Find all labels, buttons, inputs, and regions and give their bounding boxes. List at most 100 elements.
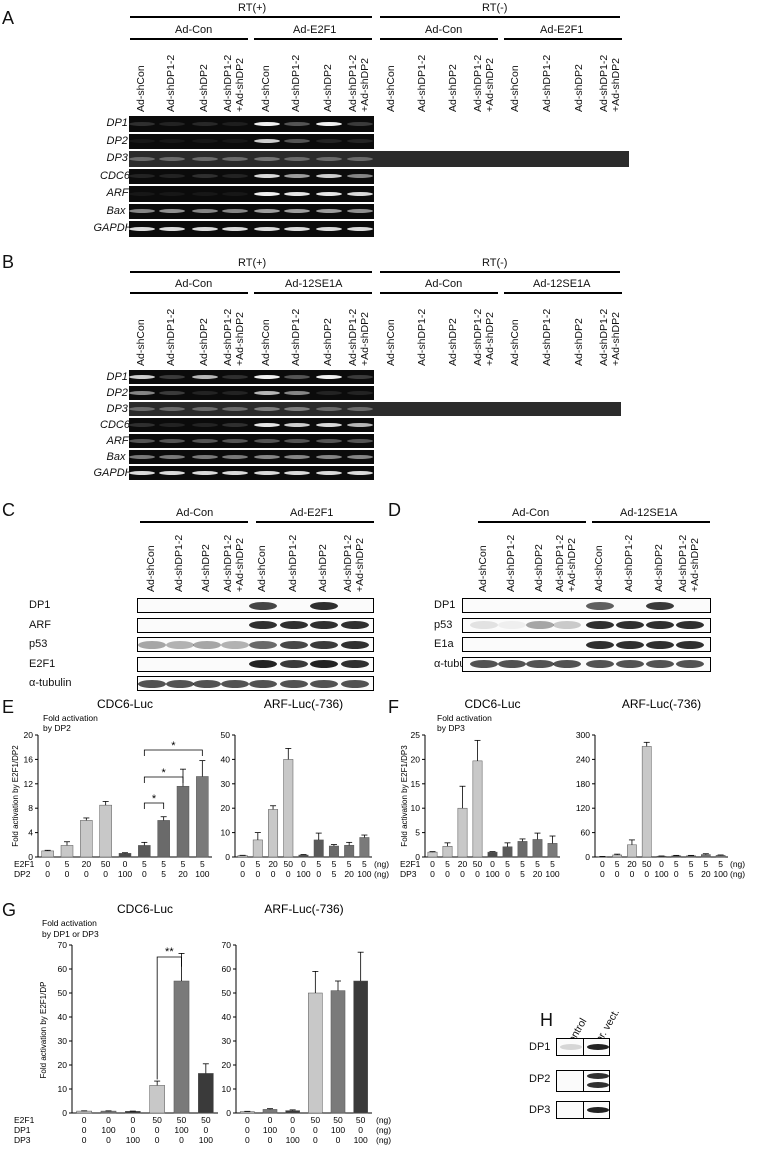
gene-label: DP1 [106, 117, 128, 129]
y-tick-label: 240 [576, 754, 590, 764]
gel-band [284, 139, 310, 144]
y-tick-label: 0 [226, 1108, 231, 1118]
gel-band [159, 407, 185, 411]
row-value: 0 [475, 869, 480, 879]
blot-band [310, 640, 338, 649]
gel-band [192, 226, 218, 231]
y-tick-label: 60 [222, 964, 232, 974]
group-line [504, 38, 622, 40]
gel-band [316, 121, 342, 126]
y-tick-label: 70 [58, 940, 68, 950]
y-tick-label: 0 [28, 852, 33, 862]
group-line [380, 38, 498, 40]
blot-band [470, 660, 498, 668]
y-axis-label: Fold activation by E2F1/DP3 [400, 745, 409, 847]
rt-neg-label: RT(-) [482, 257, 508, 269]
gel-band [254, 439, 280, 443]
rt-pos-label: RT(+) [238, 2, 267, 14]
y-axis-label: Fold activation by E2F1/DP [39, 982, 48, 1079]
gene-label: DP2 [106, 387, 128, 399]
blot-band [249, 660, 277, 668]
blot-band [586, 621, 614, 629]
gel-band [129, 391, 155, 395]
y-tick-label: 30 [221, 779, 231, 789]
row-value: 5 [255, 859, 260, 869]
sig-star: * [171, 740, 176, 752]
gel-band [129, 174, 155, 179]
row-value: 100 [485, 869, 499, 879]
blot-band [560, 1044, 582, 1050]
row-value: 5 [332, 859, 337, 869]
gel-band [347, 423, 373, 427]
group-line [254, 38, 372, 40]
gel-band [254, 471, 280, 475]
blot-band [676, 640, 704, 649]
gel-band [192, 471, 218, 475]
gene-label: DP3 [106, 152, 128, 164]
gel-band [222, 209, 248, 214]
row-value: 5 [347, 859, 352, 869]
blot-band [166, 679, 194, 688]
gel-band [159, 455, 185, 459]
y-tick-label: 20 [221, 803, 231, 813]
row-value: 0 [490, 859, 495, 869]
blot-divider [583, 1070, 584, 1092]
bar [328, 845, 339, 858]
group-line [592, 521, 710, 523]
blot-band [310, 621, 338, 629]
gel-band [159, 391, 185, 395]
gel-band [222, 139, 248, 144]
blot-band [526, 660, 554, 668]
gel-band [284, 471, 310, 475]
y-tick-label: 50 [58, 988, 68, 998]
row-value: 20 [344, 869, 354, 879]
blot-band [646, 660, 674, 668]
gel-band [129, 209, 155, 214]
row-value: 100 [118, 869, 132, 879]
protein-label: α-tubulin [29, 677, 72, 689]
y-tick-label: 40 [222, 1012, 232, 1022]
gene-label: CDC6 [100, 169, 130, 182]
y-tick-label: 70 [222, 940, 232, 950]
gel-band [347, 471, 373, 475]
row-value: 5 [181, 859, 186, 869]
blot-band [249, 621, 277, 629]
group-line [254, 292, 372, 294]
row-value: 100 [263, 1125, 277, 1135]
gel-band [159, 191, 185, 196]
gel-band [254, 407, 280, 411]
blot-band [310, 660, 338, 668]
y-tick-label: 10 [222, 1084, 232, 1094]
row-value: 100 [331, 1125, 345, 1135]
group-line [380, 292, 498, 294]
bar [125, 1111, 141, 1114]
row-value: 0 [301, 859, 306, 869]
bar [627, 844, 637, 858]
gel-band [316, 455, 342, 459]
gel-band [192, 156, 218, 161]
row-value: 0 [155, 1135, 160, 1145]
blot-band [616, 660, 644, 668]
bar [100, 1110, 117, 1114]
protein-label: E1a [434, 638, 454, 650]
group-line [478, 521, 586, 523]
unit-label: (ng) [376, 1115, 391, 1125]
gel-band [159, 375, 185, 379]
bar [502, 846, 513, 858]
gel-band [222, 121, 248, 126]
row-value: 5 [718, 859, 723, 869]
gel-band [129, 471, 155, 475]
sig-bracket [156, 956, 182, 1080]
fold-activation-label: Fold activation [42, 918, 97, 928]
row-value: 5 [362, 859, 367, 869]
group-ad-con-neg: Ad-Con [425, 24, 463, 36]
bar [283, 759, 294, 858]
gel-band [129, 455, 155, 459]
gel-band [159, 156, 185, 161]
y-tick-label: 12 [24, 779, 34, 789]
row-value: 20 [701, 869, 711, 879]
gel-band [159, 226, 185, 231]
gel-band [316, 471, 342, 475]
group-ad-12se1a-neg: Ad-12SE1A [533, 278, 591, 290]
